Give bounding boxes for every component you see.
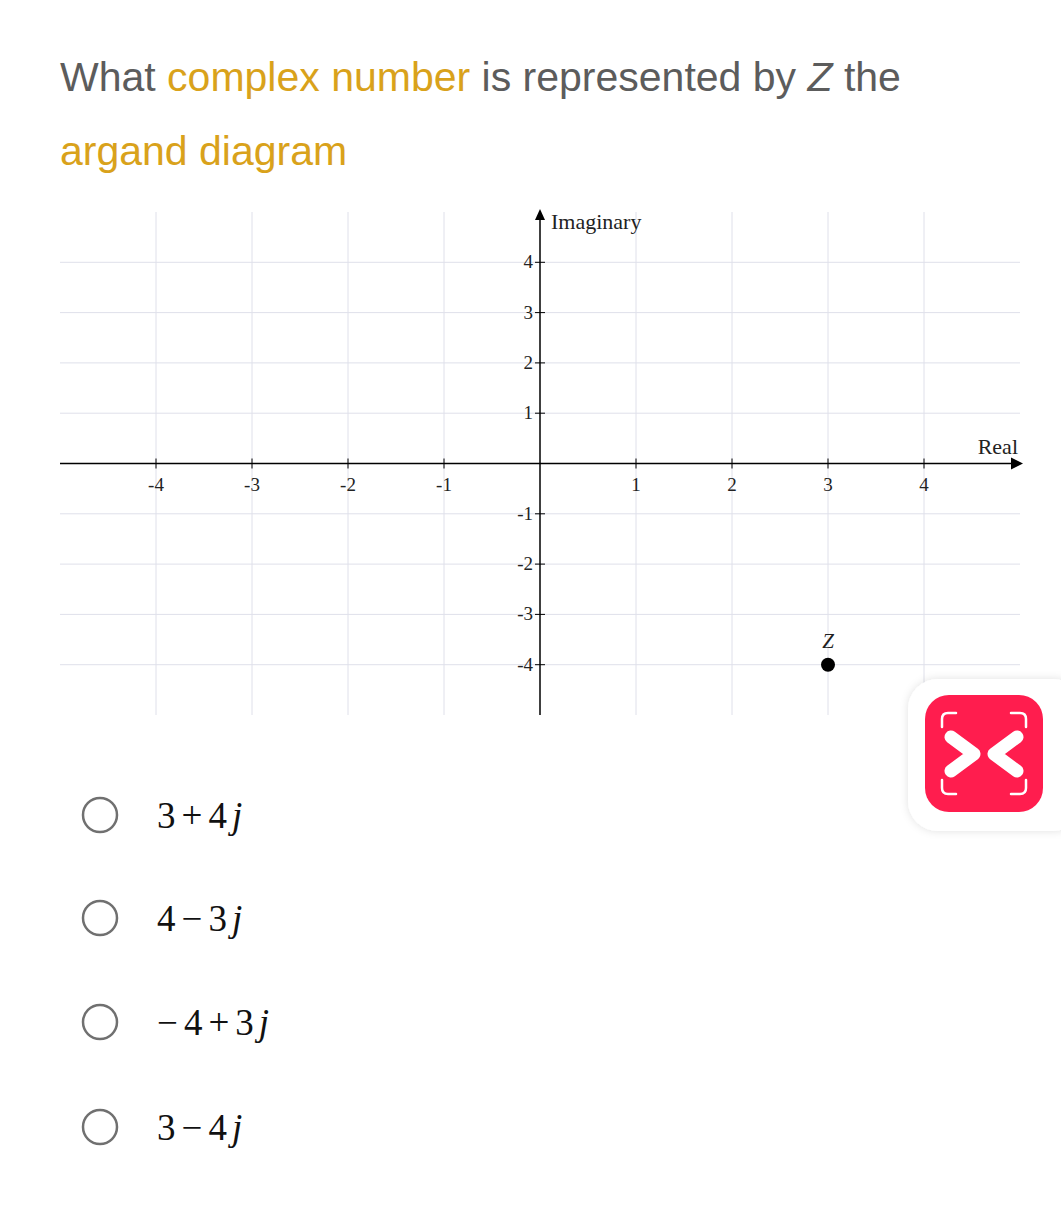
option-char: + [208,1002,229,1043]
tick-label: 1 [524,402,534,423]
option-char: − [182,898,203,939]
option-char: − [182,1107,203,1148]
option-char: 3 [235,1002,254,1043]
question-text: Z [807,54,832,100]
grid-line [156,212,157,715]
option-text[interactable]: 3+4j [157,795,242,836]
tick-mark [535,262,545,263]
tick-mark [636,459,637,469]
grid-line [636,212,637,715]
tick-mark [535,664,545,665]
tick-mark [156,459,157,469]
tick-mark [535,614,545,615]
tick-mark [535,513,545,514]
tick-label: 1 [631,474,641,495]
icon-bubble [908,679,1061,831]
option-char: 4 [208,795,227,836]
tick-label: -3 [244,474,260,495]
tick-label: 2 [524,352,534,373]
option-text[interactable]: −4+3j [157,1002,269,1043]
radio-button[interactable] [83,1110,117,1144]
tick-label: 4 [524,251,534,272]
question-text: the [833,54,901,100]
option-char: − [157,1002,178,1043]
option-char: j [228,1107,242,1148]
tick-label: -2 [517,553,533,574]
grid-line [60,513,1020,514]
tick-label: 4 [919,474,929,495]
question-text: argand diagram [60,128,347,174]
point [821,658,835,672]
radio-button[interactable] [83,901,117,935]
option-char: j [228,898,242,939]
grid-line [60,564,1020,565]
grid-line [444,212,445,715]
tick-label: -1 [517,503,533,524]
option-char: + [182,795,203,836]
tick-mark [348,459,349,469]
question: What complex number is represented by Z … [60,40,1020,188]
question-text: is represented by [470,54,807,100]
tick-mark [535,413,545,414]
y-axis-arrow [535,209,545,220]
tick-mark [252,459,253,469]
option-char: 3 [157,795,176,836]
tick-label: -3 [517,603,533,624]
icon-frame [942,713,1026,794]
grid-line [60,362,1020,363]
tick-label: -4 [517,654,533,675]
tick-mark [444,459,445,469]
option-text[interactable]: 4−3j [157,898,242,939]
grid-line [924,212,925,715]
option-char: j [255,1002,269,1043]
option-char: 4 [208,1107,227,1148]
grid-line [252,212,253,715]
tick-mark [732,459,733,469]
option-char: 4 [157,898,176,939]
tick-label: 2 [727,474,737,495]
tick-mark [535,362,545,363]
marks [821,658,835,672]
x-axis-arrow [1011,458,1023,470]
tick-label: -4 [148,474,164,495]
option-char: 3 [157,1107,176,1148]
grid-line [348,212,349,715]
y-axis [539,212,541,715]
tick-mark [535,312,545,313]
question-text: What [60,54,167,100]
icon-button[interactable] [925,695,1043,812]
icon-glyph [951,737,974,771]
grid-line [60,312,1020,313]
grid-line [60,664,1020,665]
axis-label: Real [978,434,1018,459]
tick-label: 3 [823,474,833,495]
question-text: complex number [167,54,470,100]
radio-button[interactable] [83,1005,117,1039]
tick-label: -2 [340,474,356,495]
tick-mark [924,459,925,469]
option-text[interactable]: 3−4j [157,1107,242,1148]
axis-label: Imaginary [551,209,641,234]
option-char: 3 [208,898,227,939]
canvas: -4-3-2-11234-4-3-2-11234RealImaginaryZ3+… [0,0,1061,1222]
tick-label: -1 [436,474,452,495]
point-label: Z [822,629,834,653]
tick-mark [828,459,829,469]
tick-mark [535,564,545,565]
icon-glyph [994,737,1017,771]
tick-label: 3 [524,302,534,323]
option-char: 4 [184,1002,203,1043]
grid-line [732,212,733,715]
grid-line [60,614,1020,615]
radio-button[interactable] [83,798,117,832]
option-char: j [228,795,242,836]
grid-line [60,262,1020,263]
grid-line [60,413,1020,414]
